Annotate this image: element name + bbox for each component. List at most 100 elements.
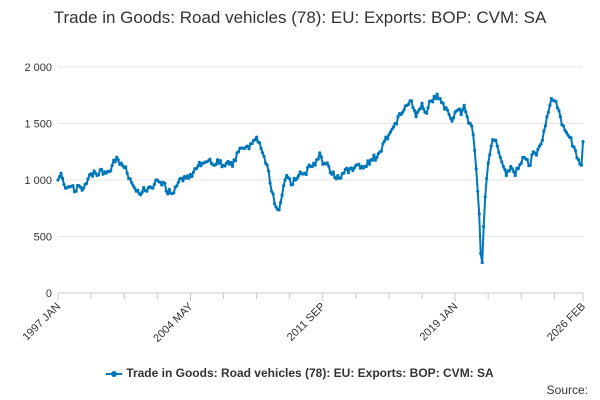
data-point[interactable]: [573, 149, 578, 153]
data-point[interactable]: [139, 193, 143, 197]
data-point[interactable]: [185, 174, 189, 178]
data-point[interactable]: [446, 108, 450, 112]
data-point[interactable]: [504, 173, 508, 178]
data-point[interactable]: [530, 153, 534, 157]
data-point[interactable]: [194, 167, 198, 171]
data-point[interactable]: [432, 94, 436, 98]
data-point[interactable]: [253, 138, 257, 142]
data-point[interactable]: [461, 108, 465, 112]
data-point[interactable]: [306, 165, 310, 170]
data-point[interactable]: [124, 165, 128, 169]
data-point[interactable]: [89, 172, 93, 176]
data-point[interactable]: [421, 107, 426, 111]
data-point[interactable]: [557, 108, 561, 112]
data-point[interactable]: [480, 260, 484, 265]
data-point[interactable]: [166, 192, 170, 196]
data-point[interactable]: [250, 141, 254, 146]
data-point[interactable]: [528, 163, 532, 167]
data-point[interactable]: [331, 170, 335, 174]
data-point[interactable]: [402, 108, 406, 112]
data-point[interactable]: [128, 177, 132, 181]
data-point[interactable]: [318, 151, 322, 155]
data-point[interactable]: [163, 181, 167, 185]
data-point[interactable]: [569, 136, 573, 140]
data-point[interactable]: [387, 133, 391, 137]
data-point[interactable]: [316, 157, 320, 161]
data-point[interactable]: [116, 158, 120, 162]
data-point[interactable]: [85, 181, 89, 185]
data-point[interactable]: [131, 184, 135, 188]
data-point[interactable]: [175, 184, 179, 188]
data-point[interactable]: [57, 175, 62, 179]
data-point[interactable]: [441, 101, 445, 105]
data-point[interactable]: [381, 142, 385, 146]
data-point[interactable]: [233, 159, 238, 163]
data-point[interactable]: [373, 158, 377, 162]
data-point[interactable]: [462, 103, 466, 107]
data-point[interactable]: [167, 187, 171, 191]
data-point[interactable]: [152, 182, 156, 187]
data-point[interactable]: [414, 115, 418, 119]
data-point[interactable]: [388, 130, 392, 134]
data-point[interactable]: [158, 180, 162, 184]
data-point[interactable]: [546, 110, 551, 114]
data-point[interactable]: [164, 189, 168, 193]
data-point[interactable]: [327, 164, 331, 168]
data-point[interactable]: [125, 171, 129, 175]
data-point[interactable]: [215, 158, 220, 162]
data-point[interactable]: [394, 122, 399, 126]
data-point[interactable]: [489, 144, 493, 148]
data-point[interactable]: [545, 115, 549, 119]
data-point[interactable]: [82, 186, 86, 190]
data-point[interactable]: [540, 138, 545, 142]
data-point[interactable]: [208, 157, 212, 161]
data-point[interactable]: [136, 188, 140, 192]
data-point[interactable]: [563, 128, 567, 132]
data-point[interactable]: [564, 130, 569, 135]
data-point[interactable]: [352, 166, 356, 170]
data-point[interactable]: [226, 159, 230, 164]
data-point[interactable]: [542, 129, 546, 133]
data-point[interactable]: [367, 162, 371, 166]
data-point[interactable]: [267, 169, 271, 173]
data-point[interactable]: [415, 110, 420, 114]
data-point[interactable]: [199, 164, 203, 168]
data-point[interactable]: [59, 171, 63, 175]
data-point[interactable]: [282, 184, 286, 188]
data-point[interactable]: [498, 155, 502, 159]
data-point[interactable]: [229, 160, 233, 165]
data-point[interactable]: [500, 160, 504, 164]
data-point[interactable]: [313, 163, 317, 167]
data-point[interactable]: [516, 167, 520, 171]
data-point[interactable]: [265, 163, 269, 167]
data-point[interactable]: [151, 186, 155, 190]
data-point[interactable]: [449, 116, 453, 120]
data-point[interactable]: [459, 112, 463, 117]
data-point[interactable]: [197, 160, 201, 164]
data-point[interactable]: [375, 155, 379, 159]
data-point[interactable]: [406, 102, 411, 106]
data-point[interactable]: [142, 185, 146, 190]
data-point[interactable]: [495, 144, 499, 148]
data-point[interactable]: [280, 193, 284, 197]
data-point[interactable]: [425, 111, 429, 115]
data-point[interactable]: [268, 181, 272, 185]
data-point[interactable]: [179, 176, 183, 180]
data-point[interactable]: [494, 138, 498, 142]
data-point[interactable]: [379, 149, 383, 153]
data-point[interactable]: [486, 161, 490, 165]
data-point[interactable]: [94, 171, 98, 175]
data-point[interactable]: [382, 139, 386, 143]
data-point[interactable]: [274, 205, 278, 209]
data-point[interactable]: [214, 162, 218, 166]
data-point[interactable]: [468, 121, 472, 126]
data-point[interactable]: [470, 124, 474, 128]
data-point[interactable]: [548, 103, 552, 107]
data-point[interactable]: [411, 106, 415, 110]
data-point[interactable]: [482, 224, 486, 229]
data-point[interactable]: [581, 140, 585, 144]
data-point[interactable]: [91, 174, 95, 178]
data-point[interactable]: [109, 169, 113, 173]
data-point[interactable]: [426, 106, 430, 110]
data-point[interactable]: [346, 171, 350, 175]
